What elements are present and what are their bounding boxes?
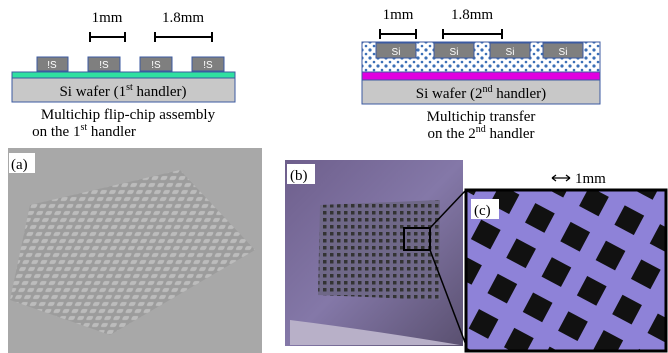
right-diagram: 1mm 1.8mm Si Si Si Si Si wafer (2nd hand… — [362, 7, 600, 142]
dimension-label: 1.8mm — [451, 7, 493, 23]
dimension-label: 1.8mm — [162, 10, 204, 26]
dimension-label: 1mm — [92, 10, 123, 26]
panel-label: (b) — [290, 168, 308, 184]
photo-c: (c) — [466, 190, 666, 351]
panel-label: (a) — [11, 157, 28, 173]
chip-label: Si — [450, 47, 459, 58]
caption: on the 1st handler — [32, 122, 136, 140]
scale-bar: 1mm — [552, 171, 606, 187]
wafer-label: Si wafer (1st handler) — [59, 82, 186, 100]
caption: Multichip flip-chip assembly — [41, 107, 216, 123]
chip-label: !S — [47, 60, 57, 71]
caption: Multichip transfer — [427, 109, 536, 125]
chip-label: Si — [559, 47, 568, 58]
figure: 1mm 1.8mm !S !S !S !S Si wafer (1st hand… — [0, 0, 668, 353]
photo-a: (a) — [8, 148, 262, 353]
chip-label: !S — [203, 60, 213, 71]
chip-label: !S — [99, 60, 109, 71]
panel-label: (c) — [474, 203, 491, 219]
chip-label: !S — [151, 60, 161, 71]
chip-label: Si — [506, 47, 515, 58]
left-diagram: 1mm 1.8mm !S !S !S !S Si wafer (1st hand… — [12, 10, 235, 140]
scale-label: 1mm — [575, 171, 606, 187]
photo-b: (b) — [285, 160, 466, 346]
wafer-label: Si wafer (2nd handler) — [416, 84, 546, 102]
page: {"left_diagram": {"pitch_label": "1mm", … — [0, 0, 668, 353]
caption: on the 2nd handler — [427, 124, 534, 142]
chip-label: Si — [392, 47, 401, 58]
dimension-label: 1mm — [383, 7, 414, 23]
